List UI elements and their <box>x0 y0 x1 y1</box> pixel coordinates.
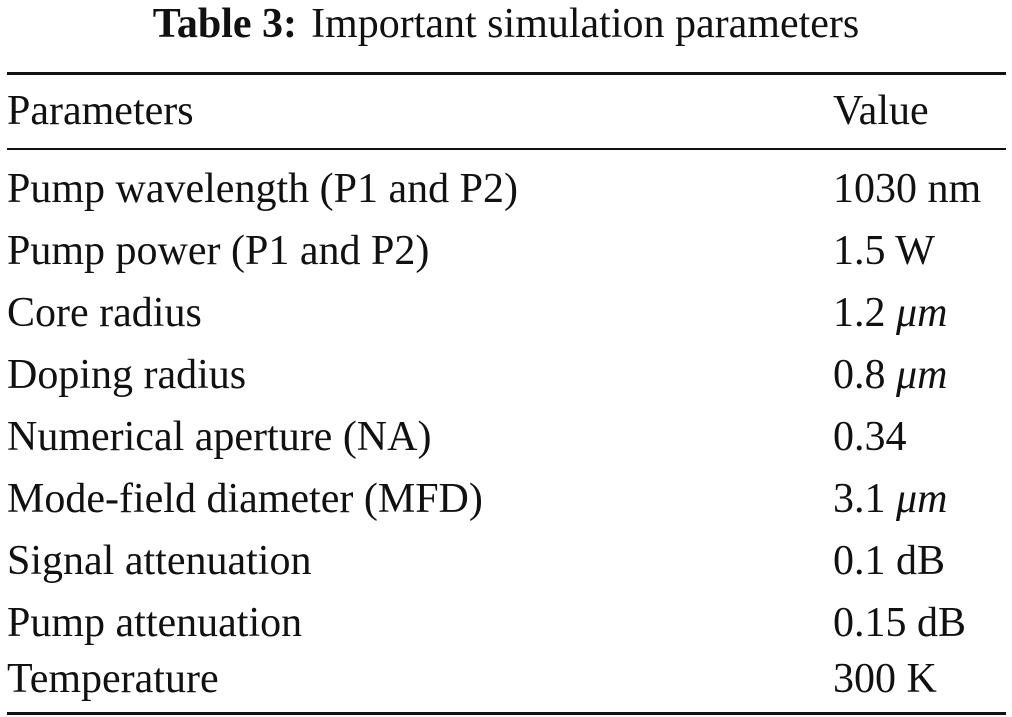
value-cell: 0.8 μm <box>833 344 947 406</box>
value-cell: 1.2 μm <box>833 282 947 344</box>
value-number: 1.2 <box>833 290 886 336</box>
table-header-row: Parameters Value <box>7 80 1006 142</box>
table-row: Temperature 300 K <box>7 648 1006 710</box>
value-cell: 300 K <box>833 656 937 702</box>
table-bottom-rule <box>7 712 1006 715</box>
parameter-cell: Temperature <box>7 656 219 702</box>
table-row: Doping radius 0.8 μm <box>7 344 1006 406</box>
value-unit: μm <box>896 352 948 398</box>
parameter-cell: Pump wavelength (P1 and P2) <box>7 166 518 212</box>
value-cell: 1.5 W <box>833 228 935 274</box>
table-header-rule <box>7 148 1006 150</box>
parameter-cell: Pump power (P1 and P2) <box>7 228 430 274</box>
table-caption: Table 3: Important simulation parameters <box>0 0 1012 52</box>
table-row: Pump attenuation 0.15 dB <box>7 592 1006 654</box>
value-unit: μm <box>896 476 948 522</box>
value-number: 3.1 <box>833 476 886 522</box>
parameter-cell: Core radius <box>7 290 202 336</box>
table-row: Pump wavelength (P1 and P2) 1030 nm <box>7 158 1006 220</box>
parameter-cell: Pump attenuation <box>7 600 303 646</box>
value-cell: 3.1 μm <box>833 468 947 530</box>
parameter-cell: Numerical aperture (NA) <box>7 414 432 460</box>
table-caption-label: Table 3: <box>152 1 298 47</box>
table-caption-text: Important simulation parameters <box>311 1 860 47</box>
parameter-cell: Mode-field diameter (MFD) <box>7 476 483 522</box>
parameter-cell: Signal attenuation <box>7 538 312 584</box>
value-cell: 1030 nm <box>833 166 982 212</box>
table-top-rule <box>7 72 1006 75</box>
value-number: 0.8 <box>833 352 886 398</box>
header-value: Value <box>833 88 929 134</box>
table-row: Signal attenuation 0.1 dB <box>7 530 1006 592</box>
value-cell: 0.34 <box>833 414 907 460</box>
table-row: Pump power (P1 and P2) 1.5 W <box>7 220 1006 282</box>
value-cell: 0.1 dB <box>833 538 946 584</box>
table-row: Core radius 1.2 μm <box>7 282 1006 344</box>
table-row: Mode-field diameter (MFD) 3.1 μm <box>7 468 1006 530</box>
parameter-cell: Doping radius <box>7 352 247 398</box>
header-parameters: Parameters <box>7 88 194 134</box>
value-unit: μm <box>896 290 948 336</box>
table-row: Numerical aperture (NA) 0.34 <box>7 406 1006 468</box>
value-cell: 0.15 dB <box>833 600 967 646</box>
